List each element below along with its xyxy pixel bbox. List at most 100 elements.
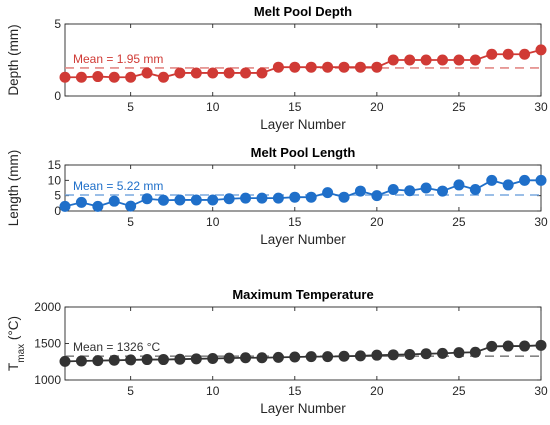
data-point [354, 185, 366, 197]
chart-panel-3: Maximum Temperature 5 10 15 20 25 30 1000 1500 20… [6, 287, 548, 416]
x-tick-label: 25 [452, 100, 466, 114]
data-point [437, 54, 449, 66]
x-tick-label: 30 [534, 384, 548, 398]
data-point [502, 340, 514, 352]
data-point [437, 185, 449, 197]
data-point [338, 350, 350, 362]
chart-title: Melt Pool Depth [254, 4, 352, 19]
data-point [223, 193, 235, 205]
x-tick-label: 30 [534, 100, 548, 114]
y-tick-label: 0 [54, 89, 61, 103]
data-point [469, 346, 481, 358]
data-point [469, 184, 481, 196]
data-point [305, 61, 317, 73]
data-point [535, 174, 547, 186]
x-tick-label: 15 [288, 215, 302, 229]
data-point [157, 194, 169, 206]
data-point [256, 192, 268, 204]
data-point [240, 352, 252, 364]
data-point [519, 174, 531, 186]
x-tick-label: 15 [288, 384, 302, 398]
x-tick-label: 5 [127, 384, 134, 398]
data-point [305, 351, 317, 363]
data-point [75, 355, 87, 367]
y-tick-label: 0 [54, 204, 61, 218]
y-axis-label-unit: (°C) [6, 316, 21, 344]
x-tick-label: 20 [370, 384, 384, 398]
data-point [141, 354, 153, 366]
y-tick-label: 1500 [34, 337, 61, 351]
data-point [486, 174, 498, 186]
x-tick-label: 30 [534, 215, 548, 229]
x-tick-label: 10 [206, 384, 220, 398]
x-tick-label: 5 [127, 100, 134, 114]
mean-label: Mean = 1326 °C [73, 340, 161, 354]
data-point [404, 54, 416, 66]
x-tick-label: 20 [370, 100, 384, 114]
data-point [75, 196, 87, 208]
data-point [207, 194, 219, 206]
y-axis-label-subscript: max [16, 344, 27, 363]
data-point [157, 71, 169, 83]
data-point [207, 352, 219, 364]
y-tick-label: 5 [54, 189, 61, 203]
data-point [223, 67, 235, 79]
data-point [174, 67, 186, 79]
data-point [75, 71, 87, 83]
data-point [240, 67, 252, 79]
data-point [404, 185, 416, 197]
data-point [272, 61, 284, 73]
data-point [125, 354, 137, 366]
data-point [371, 190, 383, 202]
data-point [125, 71, 137, 83]
data-point [469, 54, 481, 66]
y-axis-label: Length (mm) [6, 150, 21, 227]
data-point [502, 179, 514, 191]
y-tick-label: 10 [48, 173, 62, 187]
y-tick-label: 2000 [34, 300, 61, 314]
y-tick-label: 1000 [34, 373, 61, 387]
data-point [92, 355, 104, 367]
data-point [387, 54, 399, 66]
data-point [190, 67, 202, 79]
data-point [420, 348, 432, 360]
data-point [92, 200, 104, 212]
data-point [240, 192, 252, 204]
data-point [519, 48, 531, 60]
data-point [59, 200, 71, 212]
data-point [289, 351, 301, 363]
data-point [108, 195, 120, 207]
data-point [108, 354, 120, 366]
plot-frame [64, 23, 542, 97]
data-point [174, 194, 186, 206]
data-point [190, 353, 202, 365]
data-point [519, 340, 531, 352]
data-point [92, 71, 104, 83]
data-point [256, 352, 268, 364]
data-point [289, 61, 301, 73]
data-point [535, 339, 547, 351]
data-point [272, 192, 284, 204]
data-point [157, 354, 169, 366]
data-point [404, 348, 416, 360]
data-point [305, 191, 317, 203]
data-point [486, 48, 498, 60]
mean-label: Mean = 5.22 mm [73, 179, 163, 193]
y-axis-label: Tmax (°C) [6, 316, 27, 371]
data-point [387, 184, 399, 196]
data-point [371, 61, 383, 73]
x-axis-label: Layer Number [260, 401, 346, 416]
data-point [256, 67, 268, 79]
data-point [223, 352, 235, 364]
x-tick-label: 25 [452, 215, 466, 229]
data-point [486, 340, 498, 352]
x-tick-label: 15 [288, 100, 302, 114]
data-point [338, 61, 350, 73]
mean-label: Mean = 1.95 mm [73, 52, 163, 66]
x-tick-label: 25 [452, 384, 466, 398]
data-point [289, 191, 301, 203]
data-point [207, 67, 219, 79]
data-point [354, 350, 366, 362]
